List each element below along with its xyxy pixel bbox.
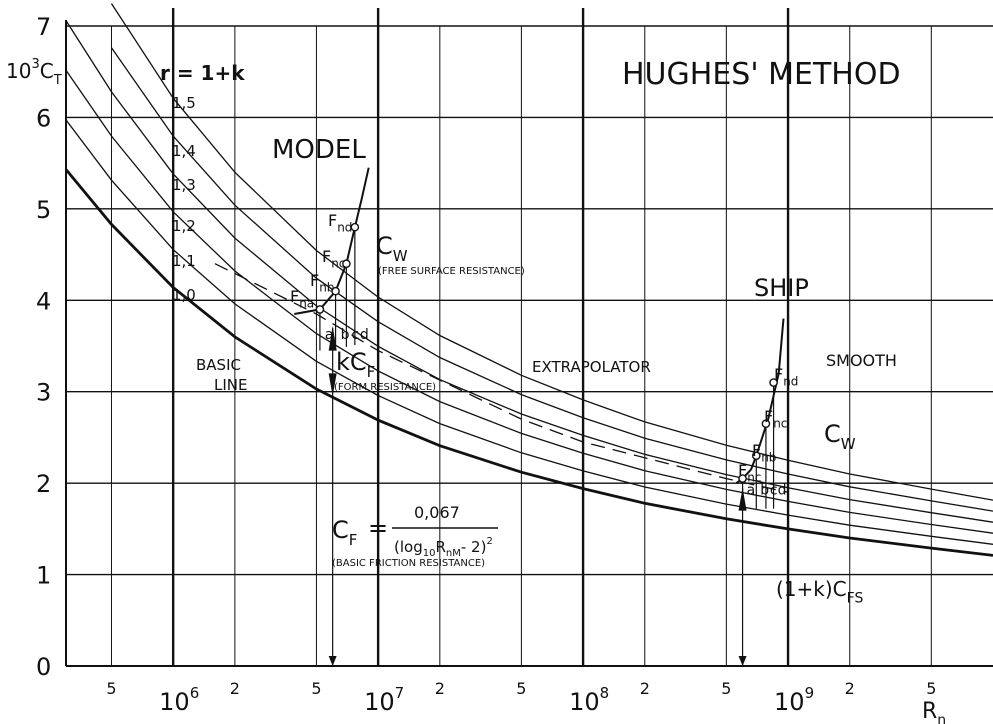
model-ref-arrow-up [328,325,337,351]
model-point-c [342,259,351,269]
ship-fn-label: Fnd [774,365,798,388]
r-curve-1-2 [65,69,993,534]
formula-numerator: 0,067 [414,503,460,522]
extrapolator-line [214,263,789,493]
x-tick-label: 2 [640,679,650,698]
ship-point-d [769,378,778,387]
formula-lhs: CF [332,516,357,549]
formula-eq: = [368,514,388,542]
r-label-1-5: 1,5 [172,94,196,112]
x-tick-label: 2 [230,679,240,698]
annotations [294,167,785,666]
ship-ref-arrow-bottom [738,656,747,666]
model-letter-c: c [351,327,359,343]
model-cw-label: CW [376,232,408,265]
r-label-1-0: 1,0 [172,286,196,304]
model-fn-label: Fnb [310,271,334,294]
r-label-1-3: 1,3 [172,176,196,194]
ship-fn-label: Fnb [752,441,776,464]
r-label-1-4: 1,4 [172,142,196,160]
ship-fn-label: Fnc [764,407,787,430]
model-fn-label: Fnc [322,247,345,270]
x-tick-label: 5 [721,679,731,698]
x-tick-label-major: 107 [364,684,404,716]
x-tick-label: 5 [926,679,936,698]
formula-denominator: (log10RnM- 2)2 [394,536,493,559]
r-curve-1-5 [110,3,993,501]
ship-fn-label: Fnc [738,461,761,484]
ship-point-c [761,419,771,429]
x-axis-label: Rn [922,699,946,724]
form-resistance-note: (FORM RESISTANCE) [334,382,436,393]
ship-letter-a: a [747,482,756,498]
x-tick-label: 5 [311,679,321,698]
basic-friction-note: (BASIC FRICTION RESISTANCE) [332,558,485,569]
y-tick-label: 1 [36,562,51,590]
r-label-1-1: 1,1 [172,252,196,270]
y-tick-label: 4 [36,287,51,315]
r-curve-1-0 [64,168,993,557]
model-letter-a: a [325,327,334,343]
y-tick-label: 0 [36,653,51,681]
kcf-label: kCF [336,348,375,381]
x-tick-label: 5 [106,679,116,698]
r-label-1-2: 1,2 [172,217,196,235]
grid [65,8,993,667]
chart-title: HUGHES' METHOD [622,57,901,92]
y-tick-label: 3 [36,379,51,407]
model-label: MODEL [272,135,366,165]
ship-letter-b: b [760,482,769,498]
model-point-d [350,222,360,232]
y-tick-label: 7 [36,13,51,41]
ship-point-b [751,451,761,461]
ship-letter-c: c [770,482,778,498]
r-curves [64,3,993,557]
y-tick-label: 2 [36,470,51,498]
model-ref-arrow-bottom [328,656,337,666]
x-tick-label-major: 108 [569,684,609,716]
model-point-b [331,286,340,296]
basic-line-label-2: LINE [214,376,247,394]
model-letter-b: b [341,327,350,343]
x-tick-label: 2 [435,679,445,698]
ship-cw-label: CW [824,420,856,453]
ship-letter-d: d [778,482,787,498]
r-curve-1-4 [110,47,993,512]
x-tick-label-major: 106 [159,684,199,716]
labels: 0 1 2 3 4 5 6 7 5 2 5 2 5 2 5 2 5 106 107 108 109 1,5 1,4 1,3 1,… [6,13,946,724]
model-ref-arrow-down [328,373,337,397]
r-curve-1-3 [65,20,993,523]
model-point-a [315,305,325,314]
basic-line-label-1: BASIC [196,356,241,374]
x-tick-label: 2 [845,679,855,698]
r-header: r = 1+k [160,61,245,85]
cfs-label: (1+k)CFS [776,577,863,606]
model-fn-label: Fnd [328,211,352,234]
x-tick-label: 5 [516,679,526,698]
r-curve-1-1 [65,119,993,545]
ship-point-a [738,474,747,483]
ship-label: SHIP [754,274,809,302]
ship-ref-arrow-up [738,487,747,511]
y-axis-label: 103CT [6,57,62,88]
y-tick-label: 6 [36,104,51,132]
y-tick-label: 5 [36,196,51,224]
free-surface-note: (FREE SURFACE RESISTANCE) [378,266,525,277]
model-fn-label: Fna [290,287,314,310]
smooth-label: SMOOTH [826,351,897,370]
x-tick-label-major: 109 [774,684,814,716]
model-letter-d: d [360,327,369,343]
extrapolator-label: EXTRAPOLATOR [532,358,651,376]
